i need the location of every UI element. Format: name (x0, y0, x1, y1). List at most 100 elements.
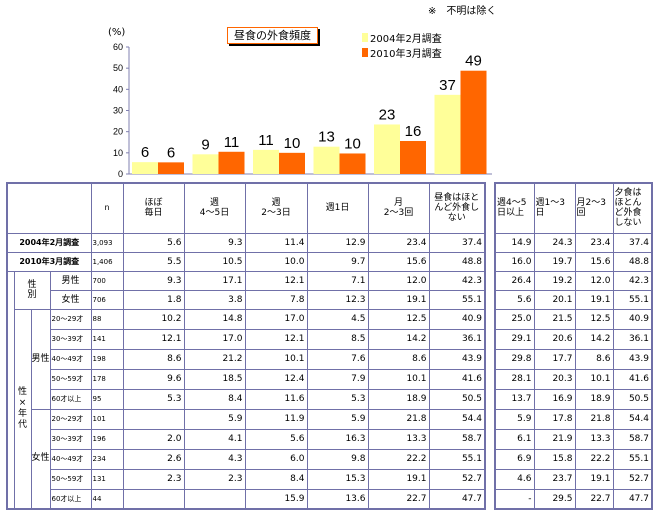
value-cell: 25.0 (494, 308, 535, 330)
value-cell: 37.4 (428, 232, 486, 253)
value-cell: 14.9 (494, 232, 535, 253)
value-cell: 12.1 (244, 270, 308, 291)
value-cell: 2.6 (122, 448, 185, 470)
value-cell: 5.6 (244, 428, 308, 450)
value-cell: 19.1 (574, 289, 614, 310)
table-row: 2010年3月調査 1,406 5.5 10.5 10.0 9.7 15.6 48.8 (6, 251, 486, 272)
value-cell: 50.5 (612, 388, 653, 410)
n-cell: 198 (90, 348, 124, 370)
value-cell: 21.8 (574, 408, 614, 430)
value-cell: 58.7 (612, 428, 653, 450)
data-table: n ほぼ 毎日週 4～5日週 2～3日 週1日月 2～3回 昼食はほとんど外食しない 2… (6, 182, 486, 510)
value-cell: 6.1 (494, 428, 535, 450)
value-cell: 55.1 (428, 289, 486, 310)
column-header: 週1～3日 (533, 182, 576, 234)
table-row: 28.1 20.3 10.1 41.6 (494, 368, 653, 390)
bar (460, 70, 487, 174)
value-cell: 12.1 (244, 328, 308, 350)
bar-label: 9 (201, 136, 209, 153)
row-label: 30～39才 (49, 428, 92, 450)
bar (253, 149, 279, 174)
value-cell: 22.7 (574, 488, 614, 510)
bar-label: 37 (439, 77, 456, 94)
legend-item-2010: 2010年3月調査 (362, 45, 442, 60)
value-cell: 11.4 (244, 232, 308, 253)
legend-label: 2004年2月調査 (370, 34, 442, 45)
value-cell: 12.3 (306, 289, 369, 310)
table-row: -29.5 22.7 47.7 (494, 488, 653, 510)
table-row: 40～49才 234 2.6 4.3 6.0 9.8 22.2 55.1 (7, 448, 486, 470)
gender-label-male: 男性 (30, 308, 51, 410)
value-cell: 47.7 (428, 488, 486, 510)
bar (218, 151, 245, 174)
n-cell: 88 (90, 308, 124, 330)
table-row: 5.6 20.1 19.1 55.1 (494, 289, 653, 310)
value-cell: 7.8 (244, 289, 308, 310)
value-cell: 10.2 (122, 308, 185, 330)
value-cell: 21.5 (533, 308, 576, 330)
table-row: 2004年2月調査 3,093 5.6 9.3 11.4 12.9 23.4 37.4 (6, 232, 486, 253)
bar-label: 6 (167, 144, 175, 161)
row-label: 女性 (49, 289, 92, 310)
y-axis-unit: (%) (108, 27, 126, 38)
value-cell: 5.9 (494, 408, 535, 430)
value-cell: 37.4 (612, 232, 653, 253)
column-header: 夕食はほとんど外食しない (612, 182, 653, 234)
table-row: 40～49才 198 8.6 21.2 10.1 7.6 8.6 43.9 (7, 348, 486, 370)
value-cell: 54.4 (612, 408, 653, 430)
value-cell: 19.1 (367, 468, 430, 490)
value-cell: 6.9 (494, 448, 535, 470)
value-cell: 9.3 (183, 232, 246, 253)
value-cell: 43.9 (612, 348, 653, 370)
bar (434, 94, 461, 174)
value-cell: 28.1 (494, 368, 535, 390)
row-label: 男性 (49, 270, 92, 291)
n-cell: 700 (90, 270, 124, 291)
value-cell: 55.1 (428, 448, 486, 470)
table-row: 60才以上 44 15.9 13.6 22.7 47.7 (7, 488, 486, 510)
value-cell: 40.9 (428, 308, 486, 330)
column-header: 月 2～3回 (367, 182, 430, 234)
legend-swatch (362, 33, 368, 42)
column-header: 昼食はほとんど外食しない (428, 182, 486, 234)
value-cell: 43.9 (428, 348, 486, 370)
value-cell: 41.6 (612, 368, 653, 390)
bar-label: 11 (258, 132, 274, 149)
bar-label: 16 (405, 123, 422, 140)
value-cell: 15.6 (367, 251, 430, 272)
value-cell: 10.1 (574, 368, 614, 390)
value-cell: 5.6 (494, 289, 535, 310)
value-cell: 9.7 (306, 251, 369, 272)
value-cell: 22.2 (574, 448, 614, 470)
value-cell: 21.2 (183, 348, 246, 370)
value-cell: 2.3 (122, 468, 185, 490)
row-label: 2010年3月調査 (6, 251, 92, 272)
value-cell: 19.7 (533, 251, 576, 272)
value-cell: 17.0 (244, 308, 308, 330)
value-cell: 7.6 (306, 348, 369, 370)
value-cell: 16.9 (533, 388, 576, 410)
value-cell: 13.3 (574, 428, 614, 450)
value-cell: 10.5 (183, 251, 246, 272)
value-cell: - (494, 488, 535, 510)
value-cell: 2.3 (183, 468, 246, 490)
value-cell: 41.6 (428, 368, 486, 390)
value-cell: 8.4 (244, 468, 308, 490)
table-row: 30～39才 141 12.1 17.0 12.1 8.5 14.2 36.1 (7, 328, 486, 350)
row-label: 50～59才 (49, 368, 92, 390)
value-cell: 5.5 (122, 251, 185, 272)
value-cell: 17.7 (533, 348, 576, 370)
value-cell: 4.5 (306, 308, 369, 330)
table-row: 5.9 17.8 21.8 54.4 (494, 408, 653, 430)
value-cell (122, 488, 185, 510)
value-cell: 8.6 (574, 348, 614, 370)
value-cell: 50.5 (428, 388, 486, 410)
table-row: 50～59才 178 9.6 18.5 12.4 7.9 10.1 41.6 (7, 368, 486, 390)
bar (192, 154, 219, 174)
value-cell: 9.8 (306, 448, 369, 470)
n-cell: 101 (90, 408, 124, 430)
row-label: 40～49才 (49, 348, 92, 370)
value-cell: 17.8 (533, 408, 576, 430)
table-row: 女性 706 1.8 3.8 7.8 12.3 19.1 55.1 (7, 289, 486, 310)
